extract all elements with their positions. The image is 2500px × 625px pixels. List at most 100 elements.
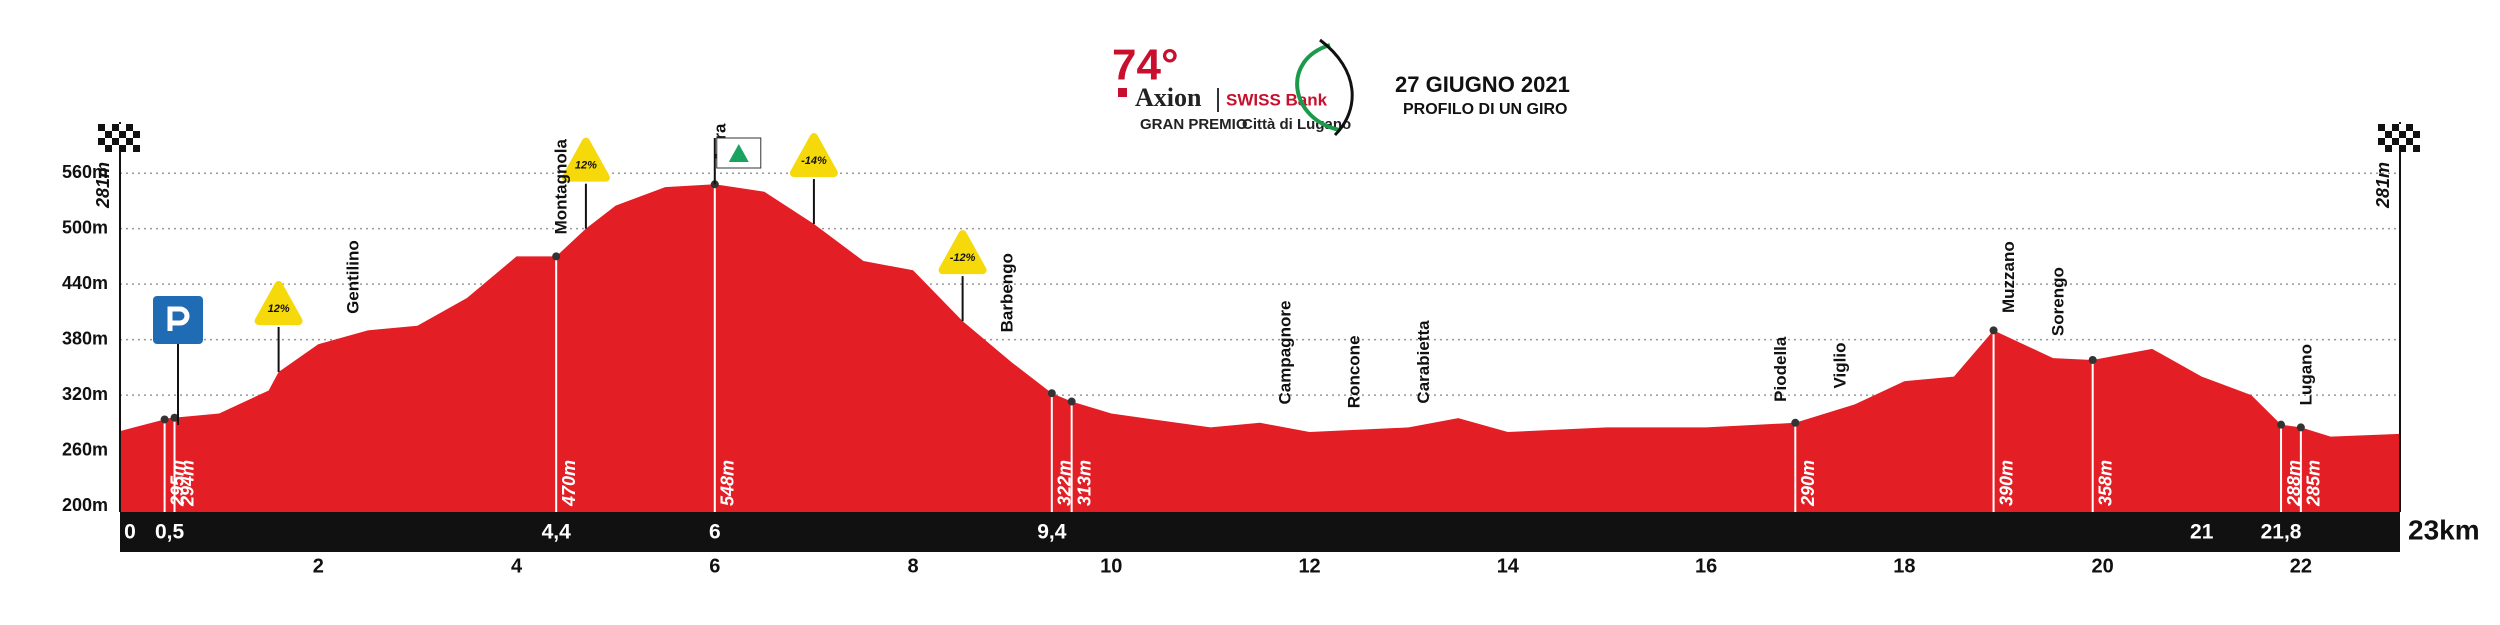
km-marker: 4,4 [542, 521, 572, 544]
flag-cell [2399, 131, 2406, 138]
y-tick-label: 560m [62, 162, 108, 182]
place-name: Campagnore [1275, 301, 1294, 405]
flag-cell [2392, 131, 2399, 138]
place-name: Roncone [1345, 335, 1364, 408]
flag-cell [133, 145, 140, 152]
x-tick-label: 8 [907, 555, 918, 577]
x-tick-label: 10 [1100, 555, 1122, 577]
flag-cell [126, 145, 133, 152]
flag-cell [112, 124, 119, 131]
flag-cell [2385, 138, 2392, 145]
flag-cell [2378, 145, 2385, 152]
flag-cell [105, 131, 112, 138]
place-name: Lugano [2296, 344, 2315, 405]
elevation-dot [160, 415, 169, 424]
elevation-dot [170, 413, 179, 422]
elevation-dot [1047, 389, 1056, 398]
y-tick-label: 500m [62, 217, 108, 237]
elevation-dot [1067, 397, 1076, 406]
km-marker: 6 [709, 521, 721, 544]
elevation-dot [2277, 420, 2286, 429]
race: GRAN PREMIO [1140, 116, 1248, 133]
flag-cell [98, 131, 105, 138]
x-tick-label: 18 [1893, 555, 1915, 577]
brand: Axion [1135, 83, 1202, 112]
parking-sign [153, 296, 203, 344]
elevation-label: 288m [2284, 460, 2304, 507]
gradient-label: -14% [801, 155, 827, 167]
header: 74° Axion SWISS Bank GRAN PREMIO Città d… [1112, 38, 1570, 137]
flag-cell [2392, 124, 2399, 131]
elevation-dot [552, 252, 561, 261]
y-tick-label: 380m [62, 328, 108, 348]
flag-cell [126, 138, 133, 145]
elevation-dot [2296, 423, 2305, 432]
flag-cell [98, 124, 105, 131]
place-name: Carabietta [1414, 320, 1433, 404]
x-tick-label: 23km [2408, 514, 2480, 545]
place-name: Gentilino [343, 240, 362, 314]
flag-cell [112, 138, 119, 145]
elevation-label: 358m [2095, 460, 2115, 506]
date: 27 GIUGNO 2021 [1395, 72, 1570, 97]
elevation-label: 548m [718, 460, 738, 506]
flag-cell [2392, 138, 2399, 145]
km-marker: 0 [124, 521, 136, 544]
flag-cell [2413, 131, 2420, 138]
km-marker: 9,4 [1037, 521, 1067, 544]
subtitle: PROFILO DI UN GIRO [1403, 101, 1567, 118]
flag-cell [2406, 124, 2413, 131]
flag-cell [112, 145, 119, 152]
km-marker: 21 [2190, 521, 2214, 544]
flag-cell [2413, 138, 2420, 145]
y-tick-label: 440m [62, 273, 108, 293]
flag-cell [133, 131, 140, 138]
elevation-dot [1791, 418, 1800, 427]
flag-cell [133, 138, 140, 145]
flag-cell [2399, 145, 2406, 152]
place-name: Viglio [1830, 342, 1849, 388]
summit-triangle [728, 144, 749, 162]
x-tick-label: 2 [313, 555, 324, 577]
km-marker: 0,5 [155, 521, 185, 544]
gradient-sign [789, 133, 838, 178]
gradient-label: 12% [268, 303, 290, 315]
place-name: Muzzano [1999, 241, 2018, 313]
flag-cell [126, 124, 133, 131]
flag-cell [2399, 124, 2406, 131]
elevation-label: 285m [2304, 460, 2324, 507]
flag-cell [105, 138, 112, 145]
logo-arc [1319, 38, 1354, 137]
elevation-label: 281m [93, 162, 113, 209]
elevation-label: 281m [2373, 162, 2393, 209]
elevation-label: 290m [1798, 460, 1818, 507]
y-tick-label: 260m [62, 439, 108, 459]
flag-cell [112, 131, 119, 138]
place-name: Sorengo [2049, 267, 2068, 336]
elevation-label: 470m [559, 460, 579, 507]
flag-cell [119, 131, 126, 138]
elevation-label: 390m [1996, 460, 2016, 506]
flag-cell [2385, 131, 2392, 138]
flag-cell [2378, 124, 2385, 131]
flag-cell [2413, 124, 2420, 131]
flag-cell [2413, 145, 2420, 152]
flag-cell [2406, 138, 2413, 145]
km-bar [120, 512, 2400, 552]
elevation-label: 294m [177, 460, 197, 507]
x-tick-label: 22 [2290, 555, 2312, 577]
flag-cell [2385, 124, 2392, 131]
flag-cell [2406, 131, 2413, 138]
x-tick-label: 20 [2091, 555, 2113, 577]
finish-flag [98, 122, 140, 152]
gradient-sign [254, 280, 303, 325]
y-tick-label: 200m [62, 495, 108, 515]
flag-cell [126, 131, 133, 138]
place-name: Montagnola [552, 138, 571, 234]
elevation-label: 295m [167, 460, 187, 507]
place-name: Piodella [1771, 336, 1790, 402]
flag-cell [119, 138, 126, 145]
x-tick-label: 14 [1497, 555, 1520, 577]
elevation-dot [2088, 355, 2097, 364]
